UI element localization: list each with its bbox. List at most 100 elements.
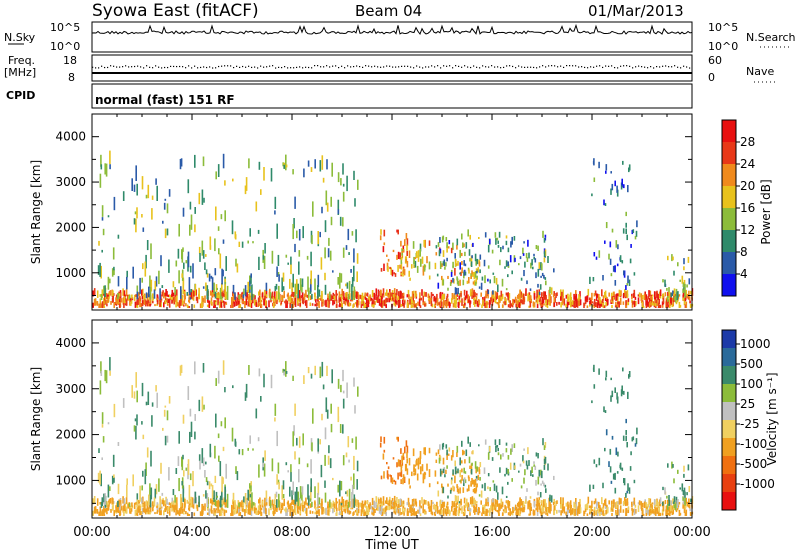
cpid-text: normal (fast) 151 RF	[95, 93, 235, 107]
range-cell	[217, 505, 219, 514]
range-cell	[176, 503, 178, 512]
range-cell	[142, 288, 144, 297]
range-cell	[441, 263, 443, 267]
range-cell	[541, 292, 543, 296]
colorbar-swatch	[722, 330, 736, 349]
freq-dot	[335, 65, 337, 67]
colorbar-swatch	[722, 274, 736, 297]
range-cell	[278, 493, 280, 508]
freq-dot	[566, 65, 568, 67]
range-cell	[214, 268, 217, 276]
range-cell	[644, 295, 647, 300]
range-cell	[675, 301, 678, 305]
range-cell	[526, 280, 528, 285]
range-cell	[482, 299, 484, 305]
range-cell	[367, 299, 370, 308]
range-cell	[205, 282, 207, 291]
freq-label: Freq.	[8, 54, 35, 67]
range-cell	[489, 300, 491, 305]
range-cell	[567, 296, 570, 302]
velocity-colorbar-tick-label: 100	[740, 377, 763, 391]
range-cell	[144, 261, 147, 277]
freq-dot	[149, 66, 151, 68]
range-cell	[99, 380, 102, 395]
freq-dot	[239, 66, 241, 69]
range-cell	[336, 299, 338, 304]
range-cell	[573, 508, 575, 516]
range-cell	[238, 508, 240, 513]
range-cell	[477, 474, 480, 481]
range-cell	[318, 497, 321, 505]
range-cell	[471, 255, 473, 259]
range-cell	[484, 510, 487, 516]
range-cell	[237, 505, 239, 512]
range-cell	[107, 295, 109, 303]
range-cell	[521, 502, 523, 505]
range-cell	[682, 297, 684, 301]
range-cell	[491, 502, 493, 506]
range-cell	[201, 240, 204, 256]
range-cell	[143, 502, 145, 508]
range-cell	[139, 301, 141, 308]
range-cell	[324, 247, 326, 259]
range-cell	[344, 504, 347, 512]
range-cell	[537, 491, 539, 496]
range-cell	[552, 502, 555, 506]
range-cell	[310, 251, 312, 267]
range-cell	[543, 291, 545, 299]
range-cell	[382, 503, 385, 506]
range-cell	[493, 276, 496, 284]
range-cell	[446, 293, 449, 298]
range-cell	[447, 483, 449, 487]
range-cell	[688, 504, 691, 509]
range-cell	[668, 291, 671, 298]
range-cell	[168, 506, 171, 514]
range-cell	[525, 291, 527, 296]
range-cell	[633, 508, 636, 516]
range-cell	[612, 473, 615, 480]
range-cell	[549, 497, 551, 501]
range-cell	[629, 466, 632, 471]
range-cell	[472, 450, 474, 455]
range-cell	[461, 475, 463, 481]
range-cell	[464, 271, 467, 276]
range-cell	[215, 378, 217, 386]
range-cell	[164, 228, 167, 239]
range-cell	[182, 277, 185, 286]
range-cell	[127, 504, 130, 509]
freq-dot	[380, 66, 382, 68]
range-cell	[159, 302, 161, 307]
range-cell	[657, 501, 659, 508]
range-cell	[183, 304, 185, 307]
range-cell	[202, 156, 205, 167]
colorbar-swatch	[722, 164, 736, 187]
range-cell	[307, 295, 310, 301]
range-cell	[210, 483, 213, 487]
range-cell	[136, 511, 139, 516]
range-cell	[412, 241, 415, 249]
range-cell	[476, 258, 479, 265]
range-cell	[179, 159, 182, 170]
range-cell	[543, 465, 546, 470]
range-cell	[387, 292, 390, 297]
range-cell	[214, 238, 216, 252]
range-cell	[317, 438, 319, 452]
range-cell	[395, 295, 398, 299]
range-cell	[549, 296, 552, 303]
range-cell	[593, 512, 596, 516]
range-cell	[306, 502, 309, 506]
freq-dot	[101, 65, 103, 67]
freq-dot	[179, 65, 181, 68]
range-cell	[142, 263, 144, 270]
range-cell	[196, 504, 199, 512]
range-cell	[243, 496, 245, 503]
range-cell	[487, 497, 490, 502]
range-cell	[430, 292, 433, 300]
range-cell	[314, 278, 316, 291]
range-cell	[361, 292, 364, 299]
range-cell	[439, 293, 441, 299]
freq-dot	[491, 65, 493, 67]
range-cell	[475, 296, 478, 299]
range-cell	[159, 299, 162, 302]
range-cell	[598, 301, 601, 305]
